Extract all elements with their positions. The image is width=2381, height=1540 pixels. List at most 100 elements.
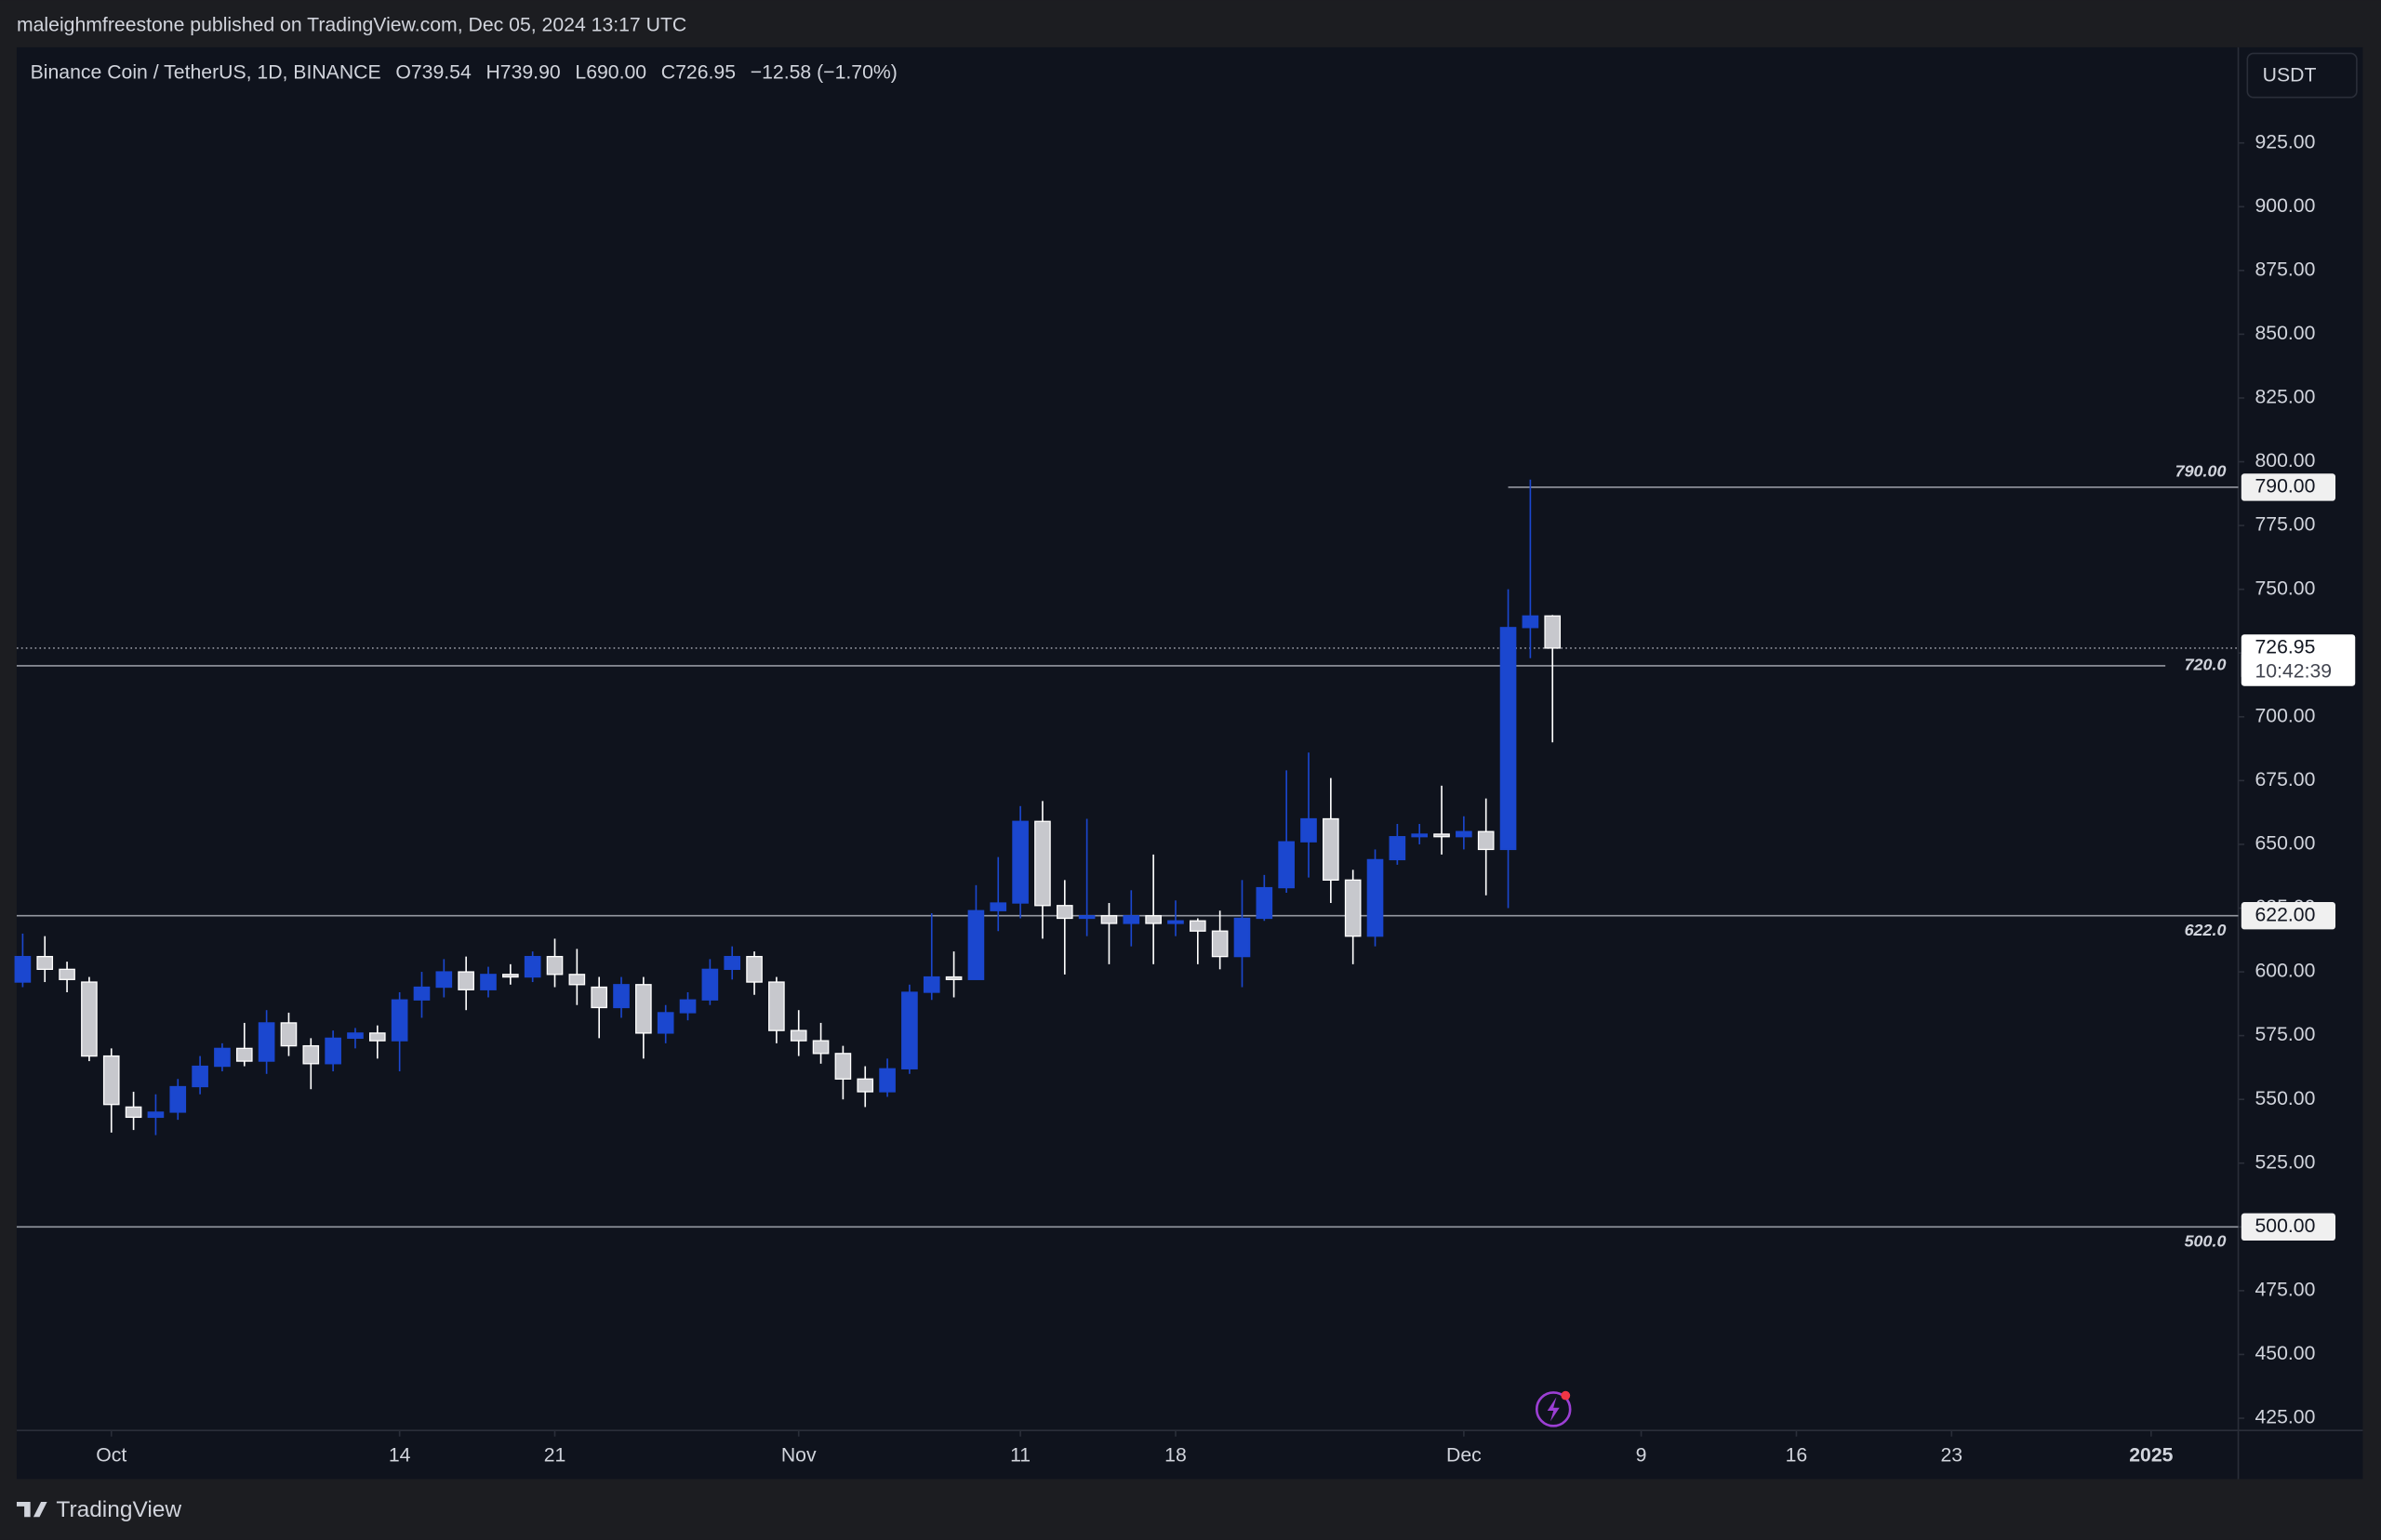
currency-box[interactable] xyxy=(2246,52,2358,99)
y-tick-label: 675.00 xyxy=(2255,769,2315,790)
level-axis-label: 622.00 xyxy=(2255,904,2315,925)
candle-body xyxy=(214,1047,231,1068)
candle-body xyxy=(1300,817,1317,843)
alert-icon[interactable] xyxy=(1535,1390,1572,1427)
y-tick-label: 550.00 xyxy=(2255,1088,2315,1109)
alert-dot[interactable] xyxy=(1561,1390,1571,1401)
candle-body xyxy=(1544,615,1562,649)
candle-body xyxy=(1456,830,1472,838)
brand: TradingView xyxy=(56,1497,181,1522)
candle-body xyxy=(435,971,453,989)
candle-body xyxy=(1100,915,1118,924)
y-tick-label: 450.00 xyxy=(2255,1343,2315,1364)
x-tick-label: Nov xyxy=(781,1445,817,1467)
candle-body xyxy=(901,991,918,1069)
y-tick-label: 875.00 xyxy=(2255,259,2315,280)
legend: Binance Coin / TetherUS, 1D, BINANCE O73… xyxy=(31,61,898,83)
candle-body xyxy=(413,986,431,1001)
candle-body xyxy=(1145,915,1162,924)
level-axis-box xyxy=(2241,473,2336,501)
level-axis-box xyxy=(2241,1213,2336,1241)
candle-body xyxy=(1499,627,1517,851)
last-price-box xyxy=(2241,634,2356,686)
level-label: 790.00 xyxy=(2175,461,2227,480)
x-tick-label: 18 xyxy=(1164,1445,1187,1467)
open: O739.54 xyxy=(395,61,472,83)
candle-body xyxy=(81,981,98,1057)
change: −12.58 (−1.70%) xyxy=(751,61,898,83)
candle-body xyxy=(1123,915,1140,924)
y-tick-label: 850.00 xyxy=(2255,323,2315,344)
symbol: Binance Coin / TetherUS, 1D, BINANCE xyxy=(31,61,381,83)
candle-body xyxy=(1078,915,1096,920)
publisher: maleighmfreestone published on TradingVi… xyxy=(17,15,686,36)
candle-body xyxy=(1389,836,1406,861)
y-tick-label: 600.00 xyxy=(2255,961,2315,982)
candle-body xyxy=(1477,830,1495,851)
y-tick-label: 825.00 xyxy=(2255,387,2315,408)
candle-body xyxy=(990,902,1007,911)
close: C726.95 xyxy=(661,61,736,83)
candle-body xyxy=(1323,817,1339,881)
x-tick-label: 23 xyxy=(1941,1445,1963,1467)
candle-body xyxy=(347,1032,364,1040)
candle-body xyxy=(591,986,608,1009)
candle-body xyxy=(812,1040,830,1055)
candle-body xyxy=(1189,920,1206,932)
candle-body xyxy=(1056,905,1073,920)
candle-body xyxy=(391,999,408,1042)
candle-body xyxy=(147,1111,165,1119)
x-tick-label: 9 xyxy=(1636,1445,1647,1467)
candle-body xyxy=(368,1032,386,1042)
candle-body xyxy=(613,984,630,1009)
candle-body xyxy=(746,955,763,983)
candle-body xyxy=(125,1106,142,1119)
y-tick-label: 650.00 xyxy=(2255,833,2315,855)
level-label: 500.0 xyxy=(2185,1231,2227,1250)
high: H739.90 xyxy=(486,61,560,83)
y-tick-label: 775.00 xyxy=(2255,514,2315,536)
candle-body xyxy=(546,955,564,976)
level-label: 720.0 xyxy=(2185,656,2227,674)
candle-body xyxy=(258,1022,275,1062)
candle-body xyxy=(502,974,519,978)
candle-body xyxy=(923,976,940,993)
x-tick-label: Dec xyxy=(1446,1445,1482,1467)
level-label: 622.0 xyxy=(2185,921,2227,939)
candle-body xyxy=(1256,886,1273,920)
y-tick-label: 700.00 xyxy=(2255,705,2315,726)
candle-body xyxy=(1167,920,1184,924)
candle-body xyxy=(325,1037,341,1065)
currency[interactable]: USDT xyxy=(2263,64,2317,86)
y-tick-label: 425.00 xyxy=(2255,1407,2315,1428)
countdown: 10:42:39 xyxy=(2255,661,2332,683)
candle-body xyxy=(1433,833,1450,838)
y-tick-label: 900.00 xyxy=(2255,195,2315,217)
last-price-label: 726.95 xyxy=(2255,637,2315,658)
candle-body xyxy=(967,909,985,980)
candle-body xyxy=(1278,841,1295,889)
level-axis-box xyxy=(2241,902,2336,930)
candle-body xyxy=(1211,930,1229,958)
candle-body xyxy=(280,1022,298,1047)
x-tick-label: Oct xyxy=(96,1445,126,1467)
candle-body xyxy=(1344,879,1362,937)
candle-body xyxy=(568,974,586,986)
candle-body xyxy=(1034,820,1051,907)
candle-body xyxy=(857,1078,874,1093)
candle-body xyxy=(657,1012,674,1034)
candle-body xyxy=(768,981,785,1031)
candle-body xyxy=(635,984,652,1034)
candle-body xyxy=(679,999,697,1014)
alert-circle[interactable] xyxy=(1535,1391,1572,1427)
candle-body xyxy=(458,971,474,990)
candle-body xyxy=(1411,833,1429,838)
candle-body xyxy=(235,1047,253,1062)
y-tick-label: 925.00 xyxy=(2255,131,2315,153)
y-tick-label: 750.00 xyxy=(2255,578,2315,599)
candle-body xyxy=(102,1055,120,1106)
candle-body xyxy=(701,968,719,1001)
alert-bolt[interactable] xyxy=(1547,1397,1560,1422)
pane xyxy=(16,46,2363,1480)
x-tick-label: 14 xyxy=(389,1445,411,1467)
